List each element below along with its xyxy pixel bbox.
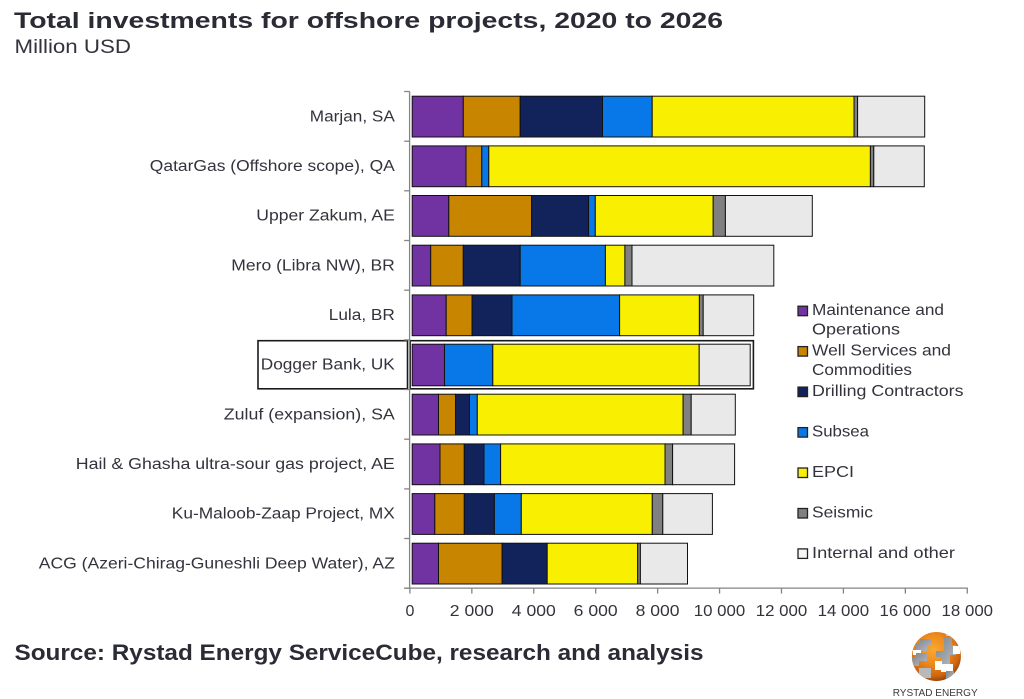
- svg-text:Commodities: Commodities: [812, 362, 912, 379]
- svg-text:16 000: 16 000: [880, 603, 932, 620]
- svg-text:12 000: 12 000: [756, 603, 808, 620]
- svg-text:Seismic: Seismic: [812, 505, 873, 522]
- svg-text:ACG (Azeri-Chirag-Guneshli Dee: ACG (Azeri-Chirag-Guneshli Deep Water), …: [39, 555, 395, 572]
- svg-text:QatarGas (Offshore scope), QA: QatarGas (Offshore scope), QA: [150, 158, 396, 175]
- svg-text:Upper Zakum, AE: Upper Zakum, AE: [256, 208, 395, 225]
- svg-text:Ku-Maloob-Zaap Project, MX: Ku-Maloob-Zaap Project, MX: [172, 506, 396, 523]
- svg-text:Internal and other: Internal and other: [812, 545, 956, 562]
- svg-text:Source: Rystad Energy ServiceC: Source: Rystad Energy ServiceCube, resea…: [15, 640, 704, 665]
- svg-text:Lula, BR: Lula, BR: [329, 307, 395, 324]
- svg-text:Subsea: Subsea: [812, 424, 869, 441]
- svg-text:8 000: 8 000: [636, 603, 680, 620]
- svg-text:Drilling Contractors: Drilling Contractors: [812, 383, 964, 400]
- svg-text:Zuluf (expansion), SA: Zuluf (expansion), SA: [224, 406, 396, 423]
- svg-text:Well Services and: Well Services and: [812, 343, 951, 360]
- svg-text:6 000: 6 000: [574, 603, 618, 620]
- svg-text:Total investments for offshore: Total investments for offshore projects,…: [14, 8, 723, 33]
- svg-text:Hail & Ghasha ultra-sour gas p: Hail & Ghasha ultra-sour gas project, AE: [76, 456, 395, 473]
- svg-text:10 000: 10 000: [694, 603, 746, 620]
- svg-text:Maintenance and: Maintenance and: [812, 302, 944, 319]
- svg-text:Dogger Bank, UK: Dogger Bank, UK: [261, 357, 396, 374]
- svg-text:Million USD: Million USD: [15, 37, 132, 58]
- svg-text:0: 0: [405, 603, 414, 620]
- svg-text:EPCI: EPCI: [812, 464, 854, 481]
- svg-text:Operations: Operations: [812, 322, 900, 339]
- svg-text:18 000: 18 000: [942, 603, 994, 620]
- svg-text:Mero (Libra NW), BR: Mero (Libra NW), BR: [231, 257, 395, 274]
- svg-text:Marjan, SA: Marjan, SA: [310, 108, 396, 125]
- svg-text:RYSTAD ENERGY: RYSTAD ENERGY: [893, 687, 978, 699]
- svg-text:14 000: 14 000: [818, 603, 870, 620]
- svg-text:2 000: 2 000: [450, 603, 494, 620]
- svg-text:4 000: 4 000: [512, 603, 556, 620]
